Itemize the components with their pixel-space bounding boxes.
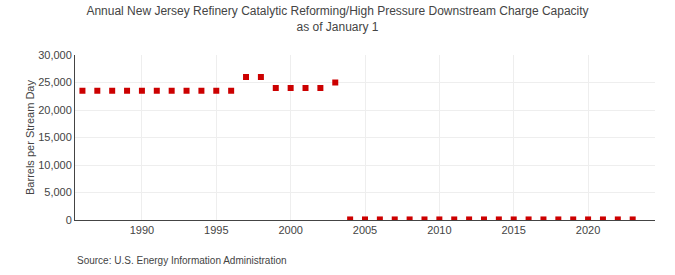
svg-text:15,000: 15,000 xyxy=(38,131,72,143)
svg-text:2005: 2005 xyxy=(353,224,377,236)
svg-text:5,000: 5,000 xyxy=(44,186,72,198)
svg-text:20,000: 20,000 xyxy=(38,104,72,116)
svg-text:2015: 2015 xyxy=(501,224,525,236)
svg-text:Barrels per Stream Day: Barrels per Stream Day xyxy=(24,80,36,195)
svg-text:30,000: 30,000 xyxy=(38,49,72,61)
svg-text:Source: U.S. Energy Informatio: Source: U.S. Energy Information Administ… xyxy=(77,255,287,266)
svg-text:1995: 1995 xyxy=(204,224,228,236)
svg-text:25,000: 25,000 xyxy=(38,76,72,88)
svg-text:1990: 1990 xyxy=(130,224,154,236)
svg-text:2020: 2020 xyxy=(576,224,600,236)
svg-text:Annual New Jersey Refinery Cat: Annual New Jersey Refinery Catalytic Ref… xyxy=(86,4,588,34)
svg-text:2010: 2010 xyxy=(427,224,451,236)
svg-text:0: 0 xyxy=(66,214,72,226)
svg-text:10,000: 10,000 xyxy=(38,159,72,171)
svg-text:2000: 2000 xyxy=(278,224,302,236)
